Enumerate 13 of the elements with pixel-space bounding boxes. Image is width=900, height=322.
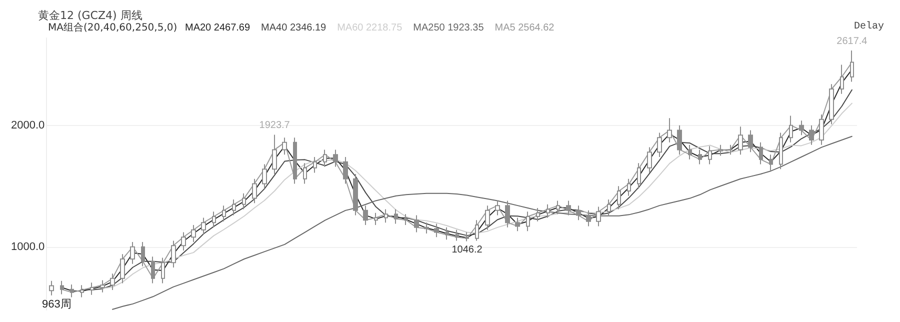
annotation: 963周: [42, 298, 72, 310]
text: MA250 1923.35: [413, 22, 484, 34]
annotation: 1923.7: [259, 120, 290, 132]
chart-title: 黄金12 (GCZ4) 周线: [38, 9, 142, 22]
text: MA40 2346.19: [261, 22, 327, 34]
legend-title: MA组合(20,40,60,250,5,0): [48, 22, 178, 34]
annotation: 1046.2: [452, 244, 483, 256]
y-tick-label: 1000.0: [10, 240, 45, 253]
text: MA20 2467.69: [185, 22, 250, 34]
annotation: 2617.4: [836, 36, 868, 47]
y-tick-label: 2000.0: [10, 119, 45, 132]
text: MA5 2564.62: [494, 22, 555, 34]
text: Delay: [854, 20, 884, 32]
